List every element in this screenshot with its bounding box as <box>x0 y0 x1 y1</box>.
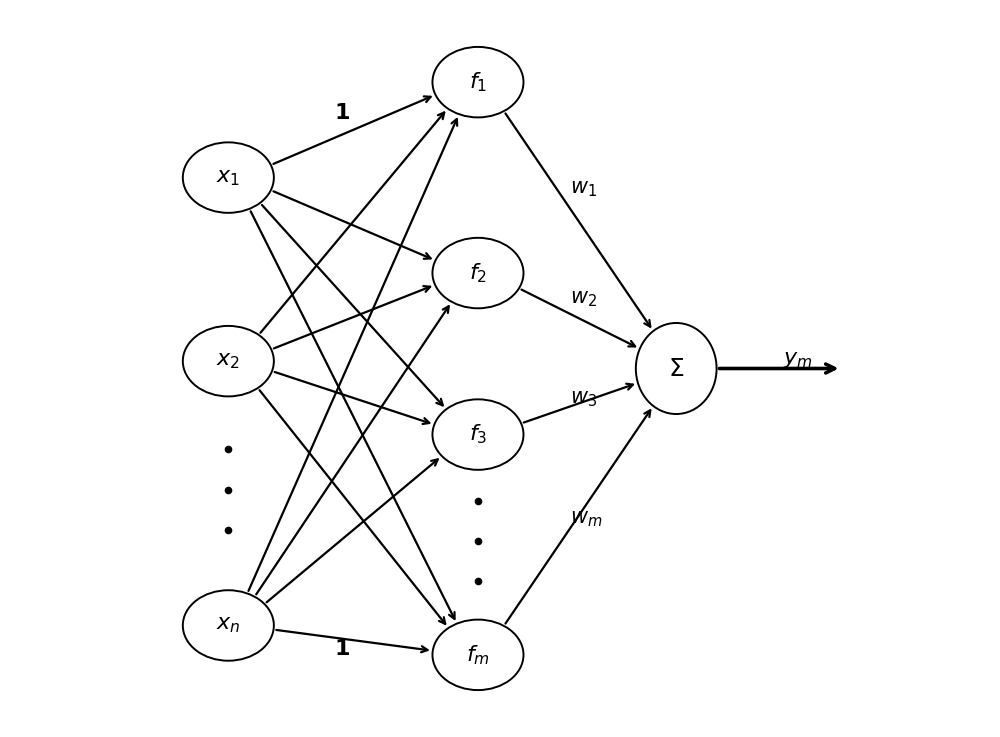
Text: $w_m$: $w_m$ <box>570 509 602 529</box>
Ellipse shape <box>432 47 523 117</box>
Text: 1: 1 <box>334 639 350 659</box>
Text: $y_m$: $y_m$ <box>783 349 812 370</box>
Text: $w_2$: $w_2$ <box>570 289 597 309</box>
Ellipse shape <box>432 620 523 690</box>
Text: $x_n$: $x_n$ <box>216 615 241 635</box>
Text: $\Sigma$: $\Sigma$ <box>668 357 684 380</box>
Text: 1: 1 <box>334 103 350 123</box>
Ellipse shape <box>432 238 523 308</box>
Text: $x_1$: $x_1$ <box>216 167 240 188</box>
Ellipse shape <box>183 590 274 660</box>
Text: $f_2$: $f_2$ <box>469 261 487 285</box>
Ellipse shape <box>183 326 274 397</box>
Ellipse shape <box>432 399 523 469</box>
Text: $f_1$: $f_1$ <box>469 70 487 94</box>
Ellipse shape <box>183 142 274 213</box>
Text: $x_2$: $x_2$ <box>216 351 240 371</box>
Ellipse shape <box>636 323 717 414</box>
Text: $w_3$: $w_3$ <box>570 389 597 409</box>
Text: $f_3$: $f_3$ <box>469 423 487 447</box>
Text: $f_m$: $f_m$ <box>466 643 490 667</box>
Text: $w_1$: $w_1$ <box>570 178 597 198</box>
